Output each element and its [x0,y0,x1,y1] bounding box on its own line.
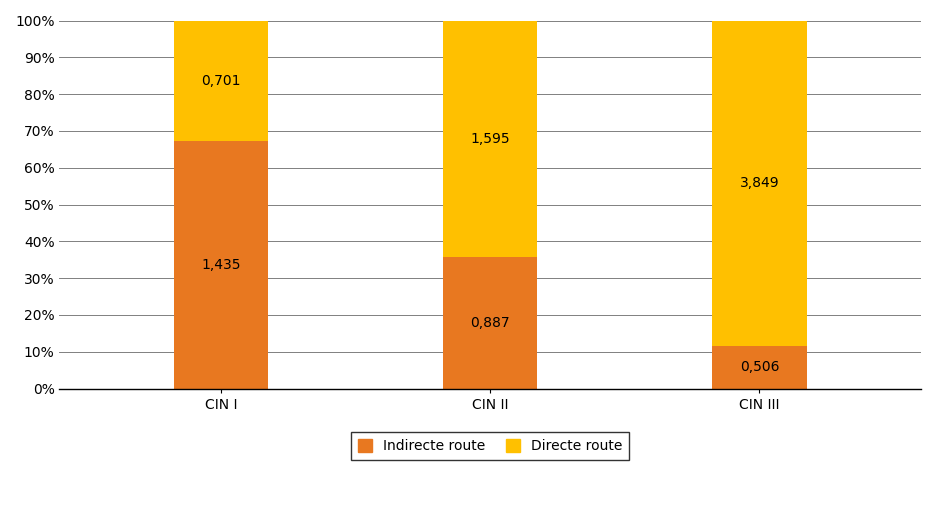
Text: 0,506: 0,506 [739,360,779,374]
Bar [443,20,537,257]
Bar [174,20,268,141]
Legend: Indirecte route, Directe route: Indirecte route, Directe route [351,432,629,460]
Bar [174,141,268,388]
Bar [443,257,537,388]
Bar [712,20,807,346]
Text: 0,701: 0,701 [201,74,241,88]
Text: 1,435: 1,435 [201,258,241,272]
Bar [712,346,807,388]
Text: 3,849: 3,849 [739,176,780,190]
Text: 1,595: 1,595 [471,132,510,146]
Text: 0,887: 0,887 [471,316,510,330]
